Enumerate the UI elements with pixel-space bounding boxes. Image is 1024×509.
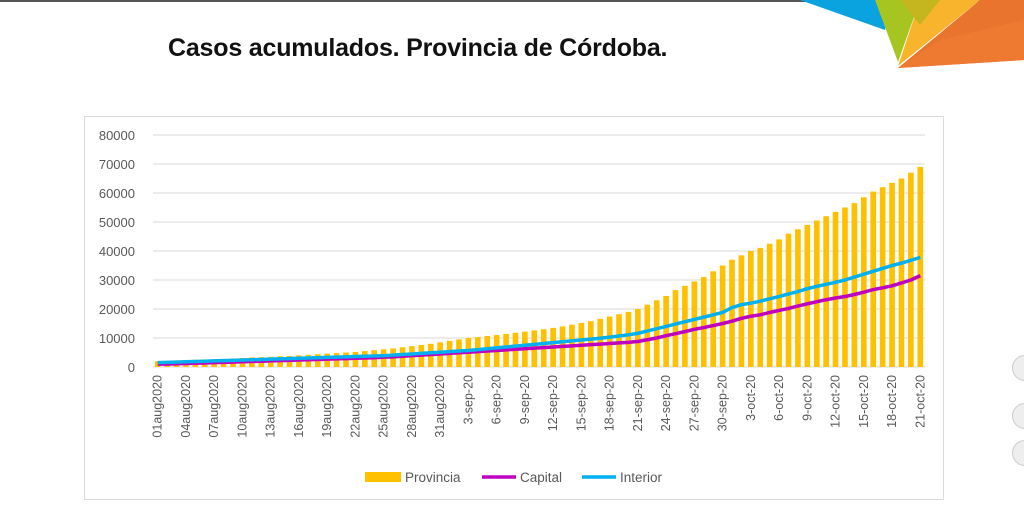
bar-provincia	[616, 314, 622, 367]
line-interior	[157, 255, 921, 365]
x-tick-label: 15-sep-20	[574, 375, 588, 431]
y-tick-label: 60000	[99, 186, 135, 201]
x-tick-label: 28aug2020	[405, 375, 419, 438]
top-border	[0, 0, 1024, 2]
bar-provincia	[804, 224, 811, 367]
x-tick-label: 21-sep-20	[631, 375, 645, 431]
bar-provincia	[795, 229, 801, 367]
side-scroll-button[interactable]	[1012, 440, 1024, 466]
x-tick-label: 13aug2020	[264, 375, 278, 438]
x-tick-label: 18-sep-20	[603, 375, 617, 431]
bar-provincia	[766, 243, 773, 367]
bar-provincia	[851, 203, 858, 367]
bar-provincia	[860, 197, 867, 367]
bar-provincia	[842, 207, 848, 367]
bar-provincia	[635, 309, 641, 367]
y-tick-label: 40000	[99, 244, 135, 259]
x-tick-label: 6-oct-20	[772, 375, 786, 421]
bar-provincia	[813, 220, 820, 367]
legend-label-provincia: Provincia	[405, 470, 461, 485]
bar-provincia	[898, 178, 905, 367]
bar-provincia	[700, 277, 707, 367]
x-tick-label: 07aug2020	[207, 375, 221, 438]
side-scroll-button[interactable]	[1012, 355, 1024, 381]
x-tick-label: 9-oct-20	[800, 375, 814, 421]
x-tick-label: 01aug2020	[151, 375, 165, 438]
bar-provincia	[644, 304, 651, 367]
bar-provincia	[879, 187, 886, 367]
y-tick-label: 20000	[99, 302, 135, 317]
bar-provincia	[710, 271, 716, 367]
cases-chart: 0 10000 20000 30000 40000 50000 60000 70000 8000…	[99, 128, 927, 485]
bar-provincia	[691, 281, 698, 367]
x-tick-label: 3-oct-20	[744, 375, 758, 421]
chart-container: 0 10000 20000 30000 40000 50000 60000 70000 8000…	[84, 116, 944, 500]
x-tick-label: 12-sep-20	[546, 375, 560, 431]
x-tick-label: 21-oct-20	[913, 375, 927, 428]
x-tick-label: 12-oct-20	[829, 375, 843, 428]
legend-label-interior: Interior	[620, 470, 663, 485]
bar-provincia	[672, 290, 679, 367]
y-tick-label: 50000	[99, 215, 135, 230]
x-tick-label: 31aug2020	[433, 375, 447, 438]
x-tick-label: 18-oct-20	[885, 375, 899, 428]
x-tick-label: 25aug2020	[377, 375, 391, 438]
bar-provincia	[917, 166, 924, 367]
bar-provincia	[823, 216, 829, 367]
bar-provincia	[748, 251, 754, 367]
bar-provincia	[889, 182, 895, 367]
x-tick-label: 24-sep-20	[659, 375, 673, 431]
legend-label-capital: Capital	[520, 470, 562, 485]
x-tick-label: 10aug2020	[235, 375, 249, 438]
x-tick-label: 15-oct-20	[857, 375, 871, 428]
y-tick-label: 80000	[99, 128, 135, 143]
x-tick-label: 19aug2020	[320, 375, 334, 438]
bar-provincia	[785, 233, 792, 367]
x-tick-label: 22aug2020	[348, 375, 362, 438]
x-tick-label: 27-sep-20	[687, 375, 701, 431]
legend-swatch-provincia	[365, 472, 401, 482]
bar-provincia	[832, 211, 839, 367]
bar-provincia	[908, 172, 914, 367]
x-tick-label: 30-sep-20	[716, 375, 730, 431]
y-tick-label: 10000	[99, 331, 135, 346]
x-tick-label: 6-sep-20	[490, 375, 504, 424]
y-tick-label: 30000	[99, 273, 135, 288]
x-tick-label: 3-sep-20	[461, 375, 475, 424]
x-tick-label: 04aug2020	[179, 375, 193, 438]
y-tick-label: 0	[128, 360, 135, 375]
decorative-logo-shapes	[800, 0, 1024, 68]
bar-provincia	[738, 255, 745, 367]
bar-provincia	[663, 295, 669, 367]
x-tick-label: 9-sep-20	[518, 375, 532, 424]
side-scroll-button[interactable]	[1012, 403, 1024, 429]
bar-provincia	[625, 311, 632, 367]
y-tick-label: 70000	[99, 157, 135, 172]
bar-provincia	[870, 191, 877, 367]
page-title: Casos acumulados. Provincia de Córdoba.	[168, 34, 668, 62]
bar-provincia	[653, 300, 660, 367]
x-tick-label: 16aug2020	[292, 375, 306, 438]
bar-provincia	[729, 259, 735, 367]
bar-provincia	[682, 285, 688, 367]
bar-provincia	[776, 239, 782, 367]
bar-provincia	[719, 265, 726, 367]
bar-provincia	[757, 248, 764, 367]
